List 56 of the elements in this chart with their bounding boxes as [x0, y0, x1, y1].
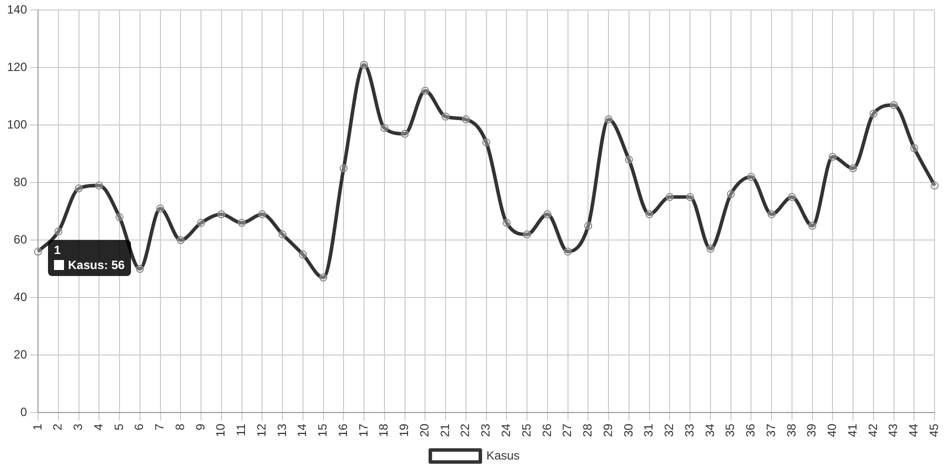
x-tick-label: 17 [356, 423, 370, 438]
y-tick-label: 60 [14, 232, 28, 246]
x-tick-label: 23 [478, 423, 493, 438]
x-tick-label: 18 [376, 423, 391, 438]
legend-label: Kasus [486, 448, 520, 462]
x-tick-label: 16 [336, 423, 350, 438]
x-tick-label: 19 [397, 423, 412, 438]
x-tick-label: 25 [519, 423, 534, 438]
x-tick-label: 5 [112, 423, 126, 430]
x-tick-label: 42 [866, 423, 880, 438]
x-tick-label: 14 [295, 423, 310, 438]
y-tick-label: 80 [14, 174, 28, 189]
x-tick-label: 41 [845, 423, 860, 438]
x-tick-label: 13 [274, 423, 289, 438]
x-tick-label: 15 [316, 423, 330, 438]
x-tick-label: 31 [642, 423, 656, 438]
x-tick-label: 6 [132, 423, 146, 430]
x-tick-label: 12 [254, 423, 268, 438]
x-tick-label: 21 [438, 423, 452, 438]
x-tick-label: 37 [764, 423, 778, 438]
x-tick-label: 32 [662, 423, 676, 438]
x-tick-label: 38 [784, 423, 798, 438]
x-tick-label: 1 [30, 423, 44, 430]
x-tick-label: 35 [723, 423, 738, 438]
x-tick-label: 44 [906, 423, 921, 438]
x-tick-label: 2 [50, 423, 65, 430]
x-tick-label: 36 [744, 423, 758, 438]
x-tick-label: 28 [580, 423, 595, 438]
x-tick-label: 45 [926, 423, 941, 438]
y-tick-label: 100 [6, 118, 28, 132]
y-tick-label: 40 [14, 290, 28, 304]
x-tick-label: 20 [417, 423, 432, 438]
y-tick-label: 120 [6, 60, 28, 74]
x-tick-label: 34 [702, 423, 717, 438]
x-tick-label: 33 [682, 423, 696, 438]
x-tick-label: 24 [499, 423, 513, 438]
y-tick-label: 140 [6, 2, 28, 17]
annotation: Kasus: 56 [67, 258, 125, 273]
x-tick-label: 29 [600, 423, 615, 438]
x-tick-label: 39 [804, 423, 819, 438]
x-tick-label: 10 [214, 423, 228, 438]
x-tick-label: 7 [152, 423, 167, 430]
x-tick-label: 30 [621, 423, 636, 438]
tooltip: 1 Kasus: 56 [48, 240, 131, 276]
x-tick-label: 40 [825, 423, 840, 438]
y-tick-label: 20 [14, 347, 28, 362]
x-tick-label: 22 [458, 423, 472, 438]
x-tick-label: 27 [560, 423, 574, 438]
y-tick-label: 0 [20, 404, 28, 419]
x-tick-label: 9 [193, 423, 208, 430]
x-tick-label: 43 [886, 423, 900, 438]
x-tick-label: 8 [172, 423, 187, 430]
x-tick-label: 11 [234, 423, 248, 436]
x-tick-label: 4 [91, 423, 106, 430]
x-tick-label: 26 [540, 423, 554, 438]
x-tick-label: 3 [71, 423, 86, 430]
